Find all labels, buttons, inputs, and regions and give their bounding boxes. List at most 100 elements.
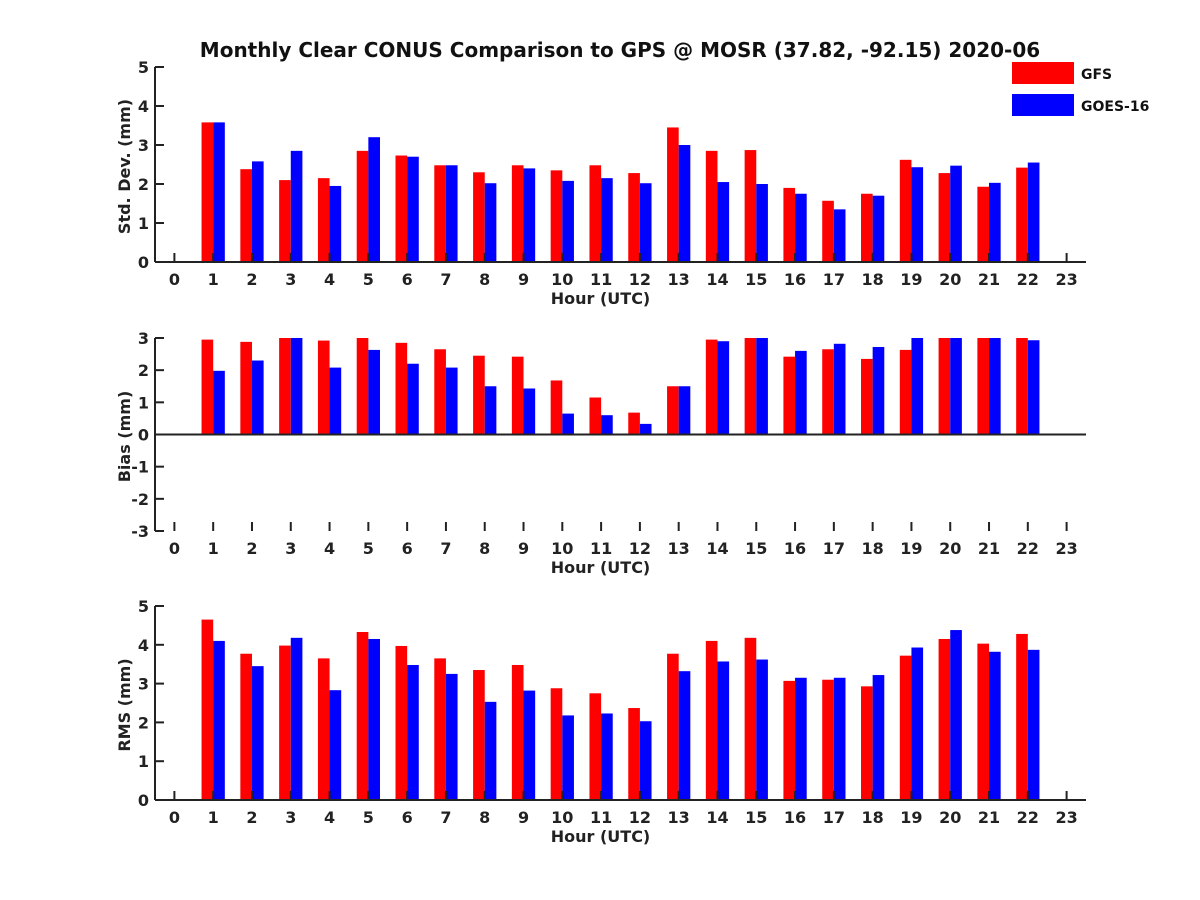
bar-bias-goes16-h15 [756, 338, 768, 435]
bar-stddev-gfs-h6 [395, 155, 408, 262]
bar-bias-gfs-h5 [356, 338, 369, 435]
bar-stddev-goes16-h10 [562, 180, 574, 262]
y-tick-label-rms: 0 [138, 791, 149, 810]
y-axis-label-rms: RMS (mm) [115, 658, 134, 751]
bar-rms-goes16-h5 [368, 638, 380, 800]
bar-rms-gfs-h5 [356, 632, 369, 800]
bar-bias-goes16-h18 [872, 347, 885, 435]
bar-rms-goes16-h9 [523, 690, 536, 800]
bar-stddev-gfs-h21 [977, 186, 990, 262]
x-tick-label-stddev: 10 [551, 270, 573, 289]
bar-bias-goes16-h11 [601, 415, 613, 435]
bar-bias-gfs-h18 [861, 358, 873, 435]
bar-stddev-goes16-h14 [717, 182, 730, 262]
x-tick-label-stddev: 1 [208, 270, 219, 289]
x-tick-label-rms: 12 [629, 808, 651, 827]
x-axis-label-bias: Hour (UTC) [551, 558, 651, 577]
bar-bias-goes16-h22 [1027, 340, 1040, 435]
x-tick-label-bias: 21 [978, 539, 1000, 558]
x-tick-label-bias: 14 [706, 539, 728, 558]
bar-bias-gfs-h3 [279, 338, 291, 435]
x-tick-label-stddev: 6 [402, 270, 413, 289]
x-tick-label-stddev: 20 [939, 270, 961, 289]
bar-stddev-goes16-h7 [445, 165, 458, 262]
bar-rms-gfs-h20 [938, 638, 951, 800]
bar-bias-goes16-h10 [562, 413, 574, 435]
bar-stddev-gfs-h2 [240, 169, 252, 262]
y-tick-label-bias: -2 [131, 490, 149, 509]
x-tick-label-bias: 23 [1055, 539, 1077, 558]
bar-bias-gfs-h20 [938, 338, 951, 435]
bar-stddev-gfs-h16 [783, 187, 796, 262]
bar-rms-goes16-h13 [678, 671, 691, 800]
bar-stddev-gfs-h12 [628, 173, 640, 262]
bar-bias-goes16-h19 [911, 338, 924, 435]
x-tick-label-stddev: 16 [784, 270, 806, 289]
bar-bias-gfs-h14 [705, 339, 718, 435]
bar-rms-gfs-h11 [589, 693, 602, 800]
x-tick-label-stddev: 22 [1017, 270, 1039, 289]
bar-stddev-goes16-h9 [523, 168, 536, 262]
x-tick-label-rms: 15 [745, 808, 767, 827]
x-tick-label-rms: 18 [862, 808, 884, 827]
bar-stddev-gfs-h11 [589, 165, 602, 262]
bar-stddev-gfs-h7 [434, 165, 446, 262]
bar-bias-gfs-h16 [783, 356, 796, 435]
bar-stddev-gfs-h10 [550, 170, 563, 262]
legend: GFS GOES-16 [1012, 62, 1149, 116]
legend-label-goes16: GOES-16 [1081, 99, 1149, 115]
bar-rms-gfs-h9 [511, 664, 524, 800]
x-tick-label-bias: 20 [939, 539, 961, 558]
bar-rms-goes16-h4 [329, 690, 342, 800]
bar-stddev-goes16-h19 [911, 167, 924, 262]
bar-stddev-gfs-h13 [667, 127, 679, 262]
bar-stddev-gfs-h4 [317, 178, 330, 262]
x-tick-label-rms: 10 [551, 808, 573, 827]
bar-rms-gfs-h10 [550, 688, 563, 800]
x-tick-label-stddev: 0 [169, 270, 180, 289]
y-tick-label-stddev: 0 [138, 253, 149, 272]
bar-stddev-goes16-h13 [678, 145, 691, 262]
bar-rms-goes16-h18 [872, 675, 885, 800]
bar-rms-goes16-h2 [251, 666, 264, 800]
bar-bias-goes16-h7 [445, 367, 458, 435]
x-tick-label-rms: 5 [363, 808, 374, 827]
bar-stddev-goes16-h18 [872, 195, 885, 262]
bar-stddev-goes16-h5 [368, 137, 380, 262]
bar-bias-goes16-h21 [989, 338, 1001, 435]
x-tick-label-stddev: 21 [978, 270, 1000, 289]
bar-stddev-gfs-h14 [705, 150, 718, 262]
x-tick-label-rms: 0 [169, 808, 180, 827]
x-tick-label-stddev: 12 [629, 270, 651, 289]
legend-swatch-gfs [1012, 62, 1074, 84]
x-tick-label-bias: 22 [1017, 539, 1039, 558]
bar-bias-gfs-h1 [201, 339, 214, 435]
x-tick-label-rms: 3 [285, 808, 296, 827]
x-tick-label-stddev: 13 [668, 270, 690, 289]
x-tick-label-bias: 18 [862, 539, 884, 558]
chart-title: Monthly Clear CONUS Comparison to GPS @ … [200, 38, 1040, 62]
x-tick-label-stddev: 19 [900, 270, 922, 289]
x-tick-label-bias: 13 [668, 539, 690, 558]
bar-rms-goes16-h16 [795, 677, 807, 800]
x-tick-label-bias: 17 [823, 539, 845, 558]
x-axis-label-stddev: Hour (UTC) [551, 289, 651, 308]
bar-bias-gfs-h22 [1016, 338, 1028, 435]
bar-rms-gfs-h12 [628, 708, 640, 800]
bar-rms-gfs-h15 [744, 637, 757, 800]
x-tick-label-stddev: 2 [246, 270, 257, 289]
x-tick-label-stddev: 15 [745, 270, 767, 289]
x-tick-label-bias: 9 [518, 539, 529, 558]
bar-stddev-gfs-h5 [356, 150, 369, 262]
x-tick-label-bias: 4 [324, 539, 335, 558]
x-tick-label-rms: 7 [440, 808, 451, 827]
y-tick-label-bias: 3 [138, 329, 149, 348]
bar-stddev-gfs-h22 [1016, 167, 1028, 262]
bar-rms-goes16-h14 [717, 661, 730, 800]
y-tick-label-bias: 2 [138, 361, 149, 380]
bar-bias-goes16-h3 [290, 338, 303, 435]
x-tick-label-rms: 19 [900, 808, 922, 827]
